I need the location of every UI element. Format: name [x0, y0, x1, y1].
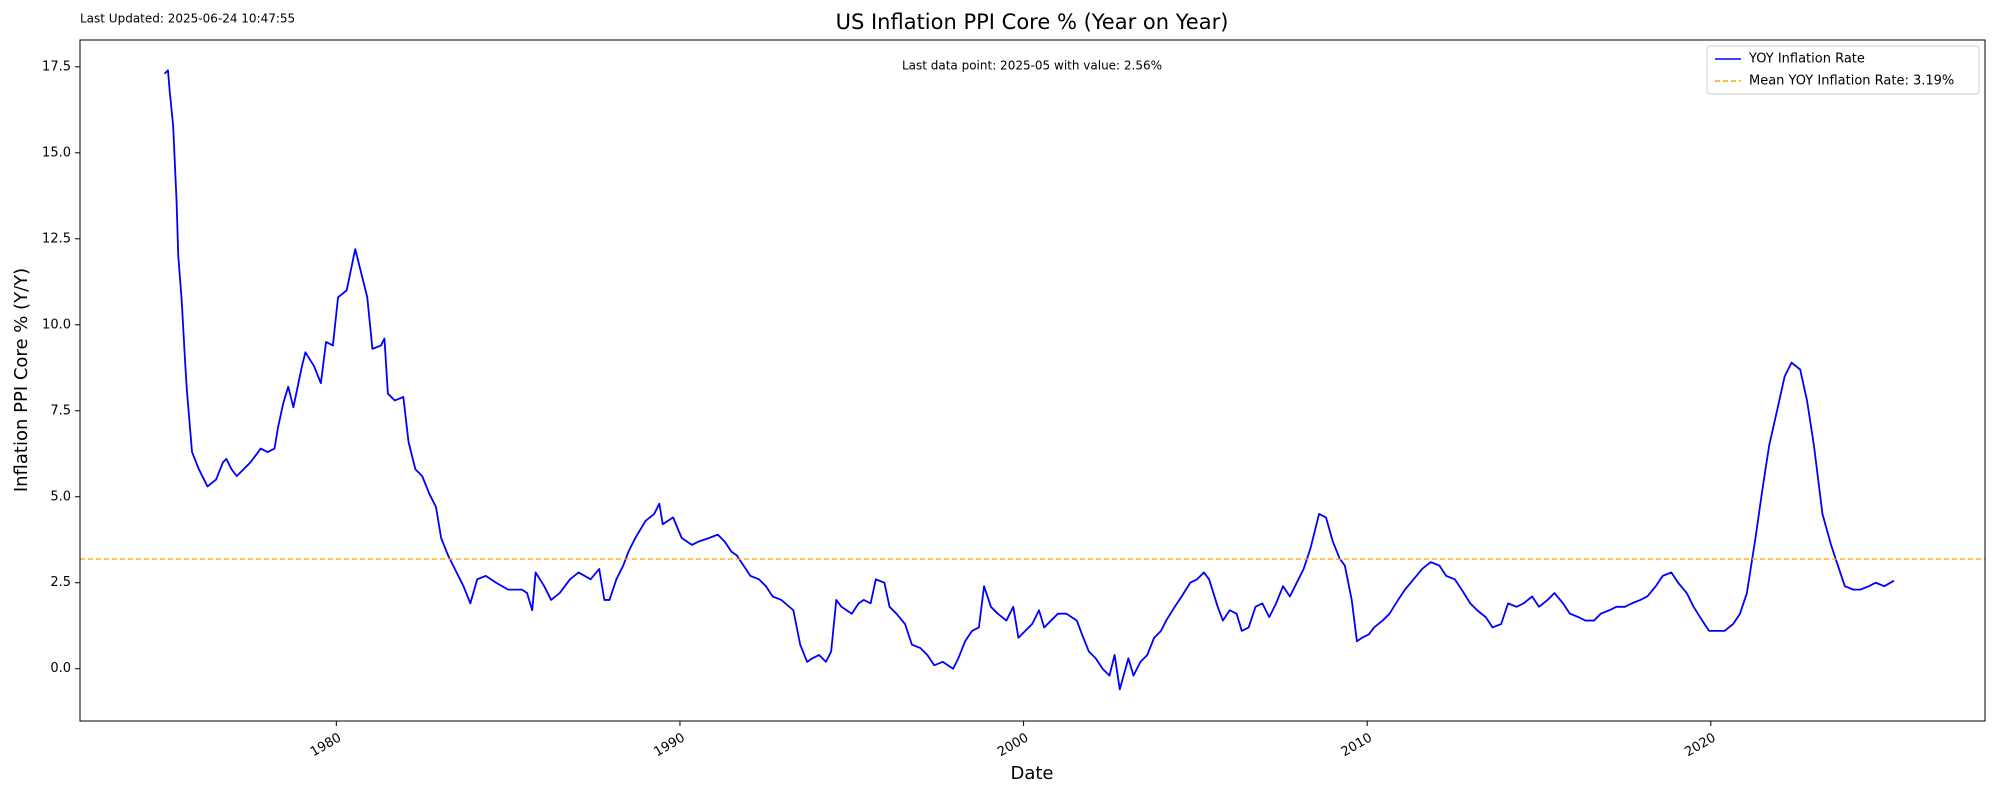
y-tick-label: 0.0 [50, 661, 71, 676]
y-tick-label: 10.0 [42, 317, 71, 332]
y-tick-label: 5.0 [50, 489, 71, 504]
x-tick-label: 1980 [308, 731, 344, 761]
last-updated: Last Updated: 2025-06-24 10:47:55 [80, 12, 295, 26]
x-tick-label: 1990 [652, 731, 688, 761]
y-tick-label: 7.5 [50, 403, 71, 418]
legend-label: YOY Inflation Rate [1748, 52, 1865, 67]
x-tick-label: 2010 [1339, 731, 1375, 761]
y-tick-label: 12.5 [42, 231, 71, 246]
plot-frame [79, 39, 1986, 722]
x-tick-label: 2000 [995, 731, 1031, 761]
x-tick-label: 2020 [1682, 731, 1718, 761]
y-tick-label: 15.0 [42, 145, 71, 160]
legend-label: Mean YOY Inflation Rate: 3.19% [1749, 74, 1954, 89]
chart-title: US Inflation PPI Core % (Year on Year) [836, 10, 1229, 34]
y-tick-label: 17.5 [42, 59, 71, 74]
data-line [163, 69, 1895, 691]
legend-box [1706, 45, 1980, 95]
x-axis-label: Date [1010, 763, 1053, 784]
y-axis-label: Inflation PPI Core % (Y/Y) [11, 268, 32, 492]
annotation: Last data point: 2025-05 with value: 2.5… [902, 59, 1162, 73]
y-tick-label: 2.5 [50, 575, 71, 590]
